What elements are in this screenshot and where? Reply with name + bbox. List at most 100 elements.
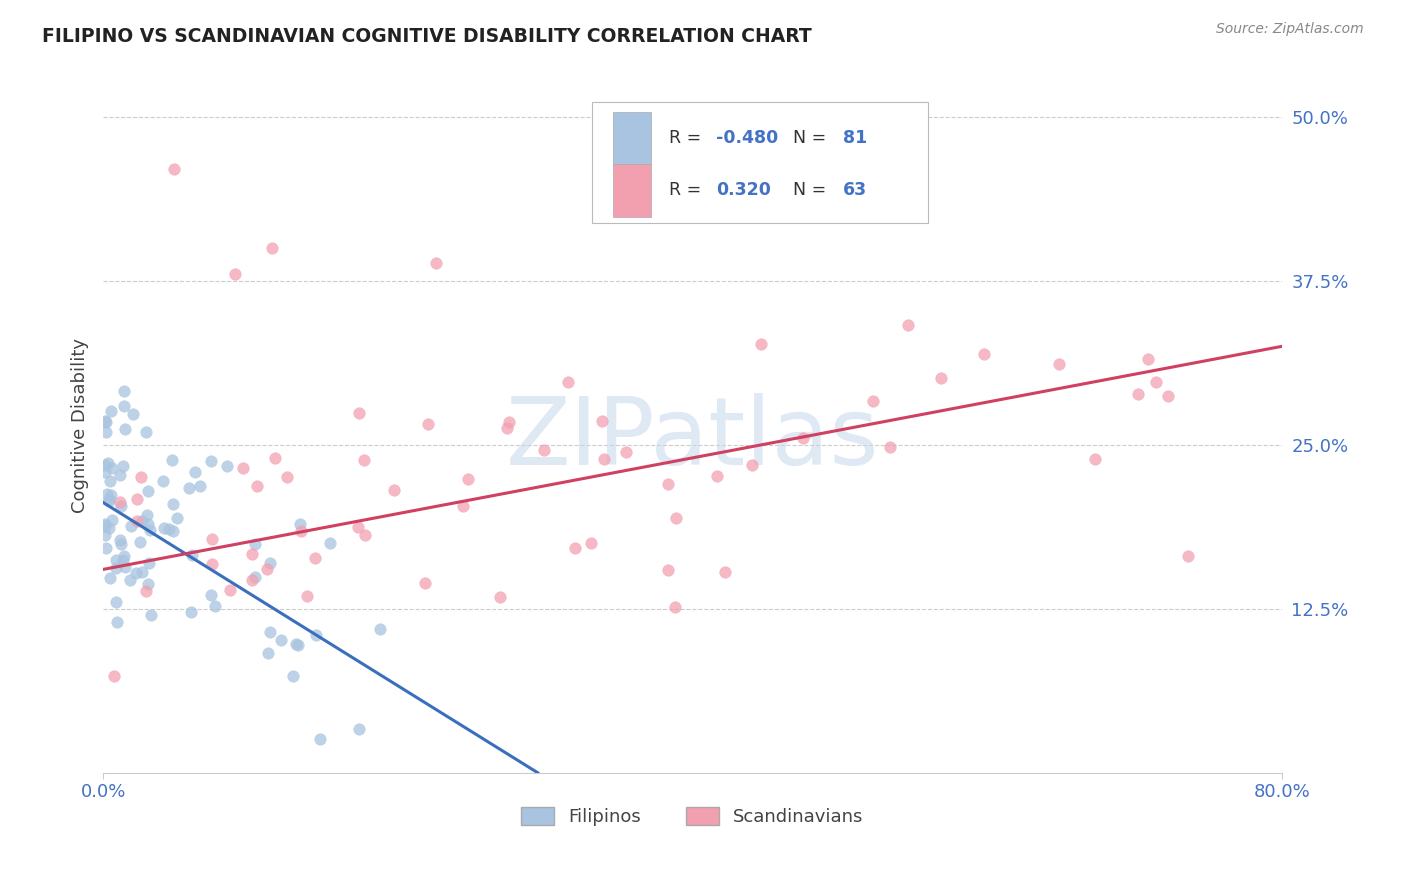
Point [224, 267, 246, 281]
Point [256, 646, 278, 660]
Point [101, 513, 124, 527]
Point [98, 571, 121, 585]
Point [741, 458, 763, 473]
Point [124, 566, 146, 580]
Point [204, 599, 226, 614]
Point [139, 523, 162, 537]
Point [1136, 351, 1159, 366]
Point [931, 371, 953, 385]
Point [105, 615, 128, 629]
Point [136, 577, 159, 591]
Point [105, 595, 128, 609]
Point [425, 256, 447, 270]
Point [1083, 452, 1105, 467]
Point [319, 536, 342, 550]
Point [183, 465, 205, 479]
Point [457, 472, 479, 486]
Point [110, 494, 132, 508]
Point [131, 514, 153, 528]
Point [496, 420, 519, 434]
Point [153, 520, 176, 534]
Point [94, 425, 117, 439]
Y-axis label: Cognitive Disability: Cognitive Disability [72, 337, 89, 513]
Point [347, 519, 370, 533]
Text: 0.320: 0.320 [716, 181, 770, 199]
Point [160, 453, 183, 467]
Point [98, 521, 121, 535]
Point [557, 376, 579, 390]
Point [181, 548, 204, 562]
Point [136, 516, 159, 531]
Point [135, 583, 157, 598]
Point [114, 384, 136, 398]
Point [110, 499, 132, 513]
Point [243, 537, 266, 551]
Point [260, 241, 283, 255]
Point [93, 519, 115, 533]
Point [135, 425, 157, 439]
Legend: Filipinos, Scandinavians: Filipinos, Scandinavians [515, 800, 870, 833]
Point [259, 625, 281, 640]
Point [125, 514, 148, 528]
Text: 63: 63 [844, 181, 868, 199]
Point [129, 470, 152, 484]
Point [131, 566, 153, 580]
Point [121, 408, 143, 422]
Point [201, 557, 224, 571]
Text: -0.480: -0.480 [716, 129, 779, 147]
Text: Source: ZipAtlas.com: Source: ZipAtlas.com [1216, 22, 1364, 37]
Point [93, 528, 115, 542]
Point [245, 569, 267, 583]
Point [157, 522, 180, 536]
Point [177, 481, 200, 495]
Text: N =: N = [793, 181, 831, 199]
Point [284, 637, 307, 651]
Point [896, 318, 918, 333]
Point [368, 622, 391, 636]
Point [120, 519, 142, 533]
Point [706, 468, 728, 483]
Point [281, 669, 304, 683]
Point [139, 608, 162, 623]
Point [136, 483, 159, 498]
Point [104, 560, 127, 574]
Point [308, 731, 330, 746]
Point [188, 479, 211, 493]
Point [98, 474, 121, 488]
Point [418, 417, 440, 432]
Point [111, 553, 134, 567]
Point [1144, 375, 1167, 389]
Point [256, 562, 278, 576]
Point [353, 528, 375, 542]
Point [288, 517, 311, 532]
Point [879, 440, 901, 454]
Point [290, 524, 312, 538]
Text: R =: R = [669, 129, 707, 147]
Point [162, 524, 184, 538]
Point [382, 483, 405, 497]
Point [120, 573, 142, 587]
Point [114, 559, 136, 574]
Point [98, 494, 121, 508]
Point [1047, 357, 1070, 371]
Point [219, 583, 242, 598]
Point [564, 541, 586, 556]
Point [347, 406, 370, 420]
Point [533, 442, 555, 457]
Point [665, 511, 688, 525]
Point [489, 590, 512, 604]
Point [270, 633, 292, 648]
Point [200, 454, 222, 468]
Point [101, 461, 124, 475]
Point [112, 399, 135, 413]
Point [579, 536, 602, 550]
Point [111, 458, 134, 473]
Point [96, 486, 118, 500]
Point [201, 532, 224, 546]
Point [246, 479, 269, 493]
Point [714, 566, 737, 580]
Point [240, 547, 263, 561]
Point [232, 460, 254, 475]
Point [862, 393, 884, 408]
Point [240, 573, 263, 587]
